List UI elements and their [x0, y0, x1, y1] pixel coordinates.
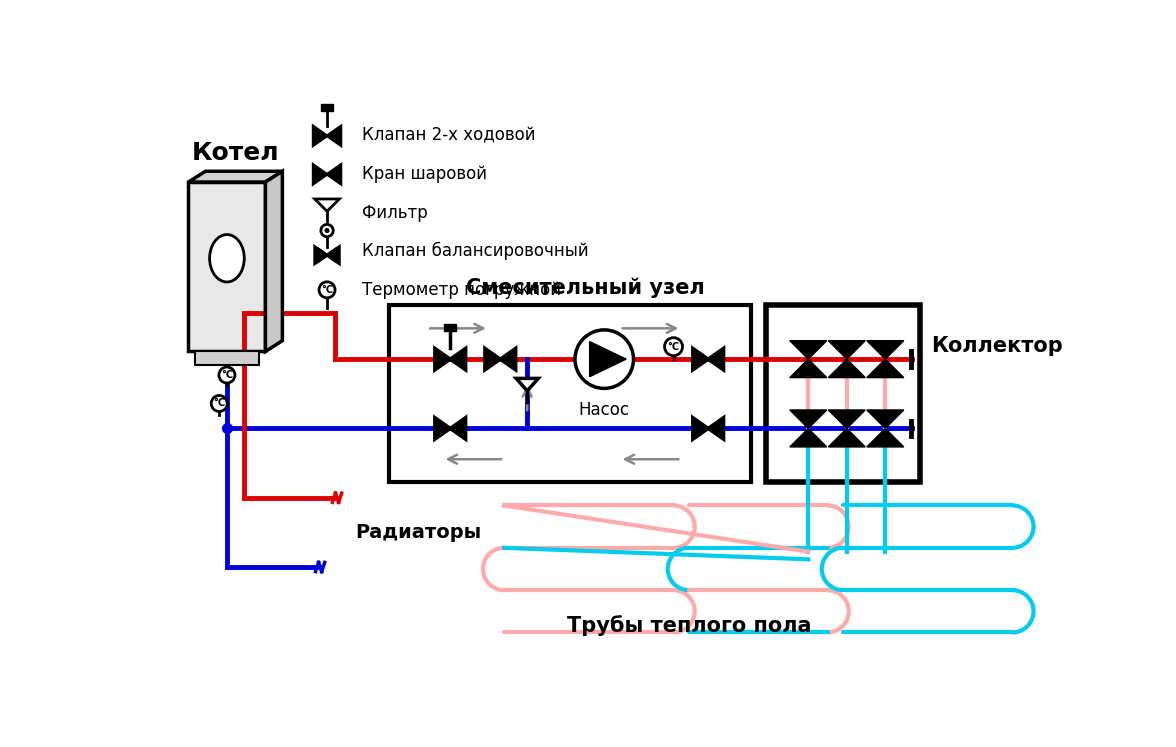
Polygon shape: [828, 341, 866, 359]
Text: °C: °C: [321, 285, 333, 295]
Polygon shape: [708, 348, 723, 370]
Polygon shape: [867, 410, 904, 429]
Circle shape: [219, 367, 235, 383]
Polygon shape: [313, 164, 327, 184]
Circle shape: [326, 229, 329, 232]
Text: Коллектор: Коллектор: [931, 336, 1063, 356]
Polygon shape: [867, 429, 904, 447]
Circle shape: [575, 330, 634, 388]
Polygon shape: [435, 348, 450, 370]
Text: Радиаторы: Радиаторы: [355, 523, 482, 542]
Polygon shape: [828, 429, 866, 447]
Text: °C: °C: [213, 398, 226, 409]
Polygon shape: [828, 359, 866, 378]
Text: Термометр погружной: Термометр погружной: [362, 281, 561, 299]
Polygon shape: [315, 199, 340, 211]
Polygon shape: [516, 379, 539, 391]
Bar: [766, 306, 920, 483]
Bar: [321, 104, 333, 111]
Polygon shape: [790, 410, 827, 429]
Polygon shape: [266, 171, 282, 351]
Polygon shape: [693, 348, 708, 370]
Circle shape: [212, 395, 227, 412]
Text: Котел: Котел: [192, 141, 279, 165]
Polygon shape: [867, 359, 904, 378]
Text: Кран шаровой: Кран шаровой: [362, 165, 487, 183]
Text: Клапан балансировочный: Клапан балансировочный: [362, 242, 588, 261]
Text: °C: °C: [668, 341, 680, 352]
Polygon shape: [790, 429, 827, 447]
Bar: [194, 351, 259, 365]
Text: Насос: Насос: [579, 401, 629, 420]
Polygon shape: [450, 418, 466, 439]
Bar: [445, 323, 456, 332]
Polygon shape: [315, 247, 327, 264]
Circle shape: [664, 338, 682, 356]
Polygon shape: [313, 126, 327, 146]
Polygon shape: [188, 171, 282, 182]
Polygon shape: [500, 348, 516, 370]
Polygon shape: [828, 410, 866, 429]
Bar: [388, 306, 750, 483]
Text: Клапан 2-х ходовой: Клапан 2-х ходовой: [362, 127, 535, 145]
Polygon shape: [435, 418, 450, 439]
Text: Трубы теплого пола: Трубы теплого пола: [567, 616, 811, 636]
Polygon shape: [790, 359, 827, 378]
Text: Смесительный узел: Смесительный узел: [466, 277, 704, 297]
Polygon shape: [708, 418, 723, 439]
Polygon shape: [450, 348, 466, 370]
Ellipse shape: [209, 235, 245, 282]
Circle shape: [321, 224, 333, 237]
Polygon shape: [867, 341, 904, 359]
Polygon shape: [327, 247, 340, 264]
Polygon shape: [589, 341, 626, 376]
Bar: [188, 182, 266, 351]
Polygon shape: [485, 348, 500, 370]
Polygon shape: [693, 418, 708, 439]
Circle shape: [319, 282, 335, 298]
Text: Фильтр: Фильтр: [362, 204, 427, 222]
Polygon shape: [327, 126, 341, 146]
Polygon shape: [327, 164, 341, 184]
Polygon shape: [790, 341, 827, 359]
Text: °C: °C: [221, 370, 233, 380]
